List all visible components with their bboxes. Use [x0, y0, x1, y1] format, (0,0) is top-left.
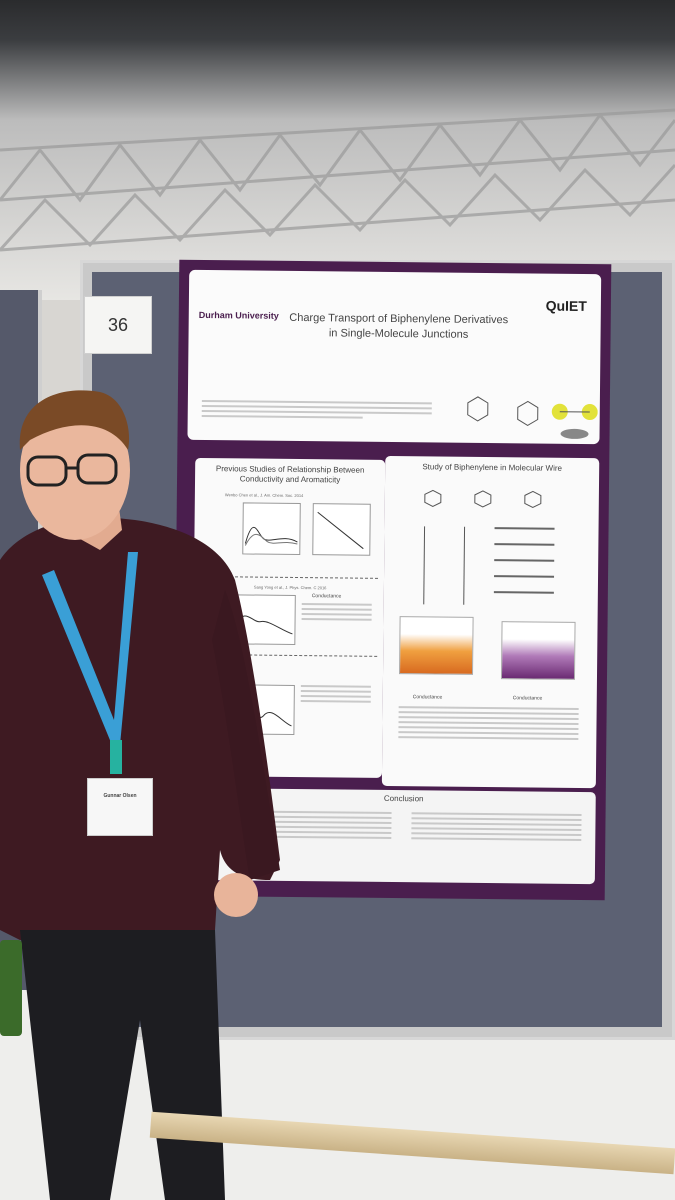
badge-name: Gunnar Olsen [103, 793, 137, 799]
name-badge: Gunnar Olsen [87, 778, 153, 836]
board-number-card: 36 [84, 296, 152, 354]
glasses-icon [26, 453, 118, 487]
board-number: 36 [107, 314, 129, 335]
molecule-diagram [467, 396, 598, 439]
spectrum-plot-purple [500, 621, 576, 680]
conductance-table-2 [300, 685, 371, 706]
presenter [0, 390, 280, 1200]
table-header-1: Conductance [311, 593, 342, 600]
table-header-3: Conductance [512, 695, 543, 702]
truss-lines [0, 108, 675, 252]
lanyard [42, 552, 138, 745]
conductance-table-3 [398, 706, 579, 743]
conductance-table-1 [301, 603, 372, 624]
plot-1 [242, 502, 301, 556]
plot-2 [312, 503, 371, 556]
molecular-wire-diagram [423, 489, 555, 605]
biphenylene-study-panel: Study of Biphenylene in Molecular Wire C… [381, 455, 600, 789]
ceiling-truss [0, 0, 675, 300]
poster-title-line-1: Charge Transport of Biphenylene Derivati… [289, 311, 509, 327]
right-panel-title: Study of Biphenylene in Molecular Wire [422, 462, 563, 473]
trousers [20, 930, 225, 1200]
brand-logo: QuIET [545, 297, 587, 315]
spectrum-plot-orange [399, 616, 474, 675]
hair [19, 390, 130, 450]
poster-title-line-2: in Single-Molecule Junctions [328, 327, 469, 341]
poster-header: Durham University QuIET Charge Transport… [187, 269, 602, 445]
head [20, 400, 130, 540]
poster: Durham University QuIET Charge Transport… [172, 259, 612, 901]
previous-studies-panel: Previous Studies of Relationship Between… [191, 457, 386, 778]
poster-title: Charge Transport of Biphenylene Derivati… [258, 311, 538, 344]
table-header-2: Conductance [412, 694, 443, 701]
hand [214, 873, 258, 917]
conclusion-text-right [411, 812, 582, 844]
bottle [0, 940, 22, 1036]
plot-3 [233, 594, 296, 645]
